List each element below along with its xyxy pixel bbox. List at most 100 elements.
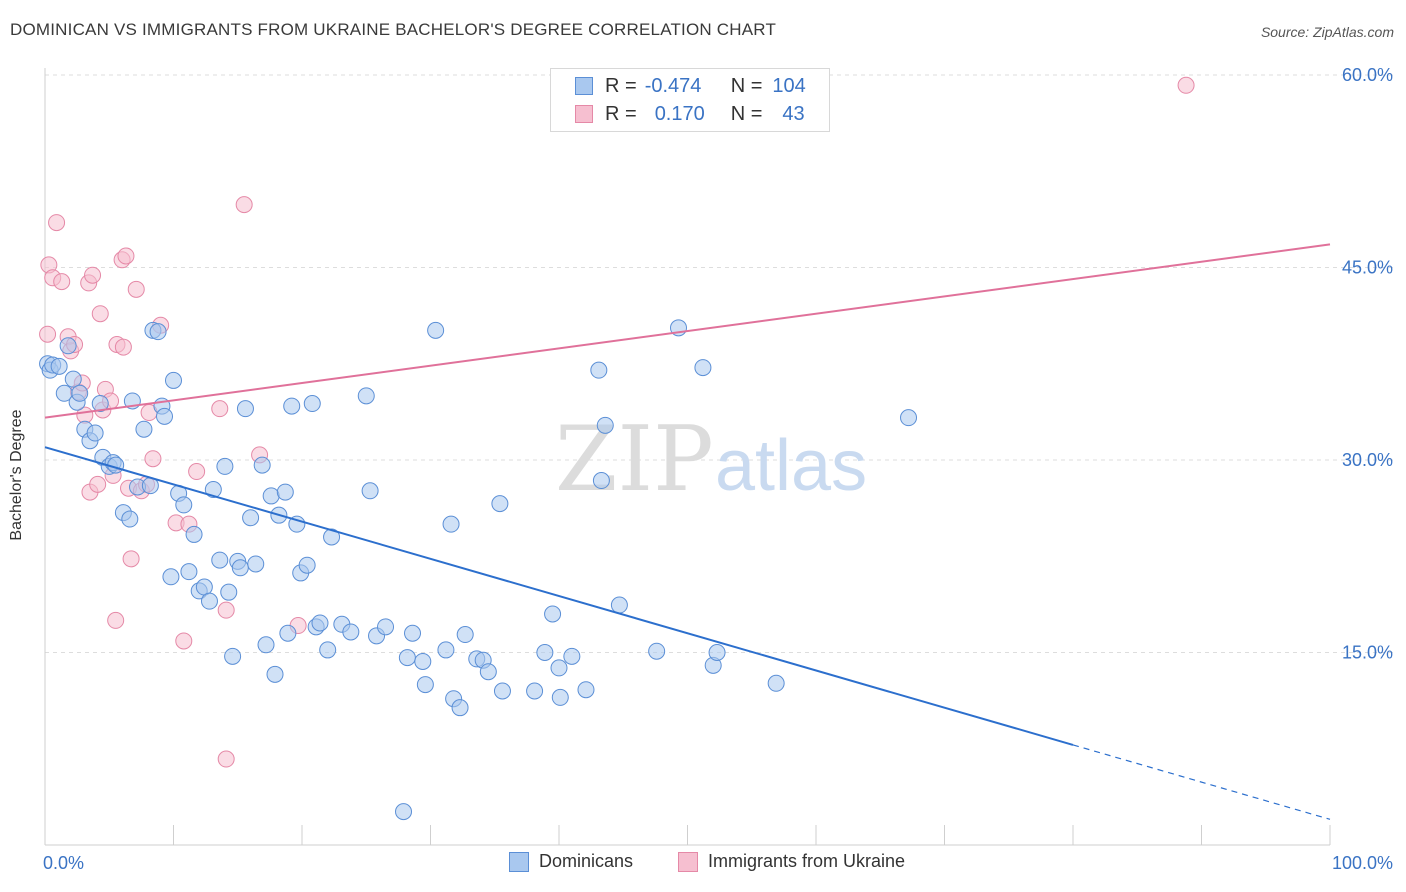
ukraine-point: [235, 196, 253, 214]
bottom-legend-swatch-pink: [678, 851, 698, 872]
ukraine-point: [188, 463, 206, 481]
legend-r-label: R =: [605, 102, 637, 125]
dominican-point: [204, 481, 222, 499]
bottom-legend-label: Dominicans: [539, 851, 634, 871]
dominican-point: [563, 647, 581, 665]
dominican-point: [231, 559, 249, 577]
x-tick-label: 100.0%: [1332, 853, 1393, 873]
ukraine-point: [53, 273, 71, 291]
dominican-point: [279, 624, 297, 642]
dominican-point: [456, 626, 474, 644]
watermark: ZIP atlas: [555, 407, 867, 512]
dominican-point: [416, 676, 434, 694]
dominican-point: [551, 688, 569, 706]
dominican-point: [91, 395, 109, 413]
legend-n-value: 43: [782, 102, 805, 125]
ukraine-point: [122, 550, 140, 568]
legend-r-label: R =: [605, 74, 637, 97]
dominican-point: [59, 337, 77, 355]
dominican-points: [39, 319, 918, 821]
dominican-point: [596, 416, 614, 434]
ukraine-point: [84, 266, 102, 284]
ukraine-point: [48, 214, 66, 232]
dominican-point: [266, 665, 284, 683]
bottom-legend-dominicans: Dominicans: [509, 851, 633, 872]
dominican-point: [262, 487, 280, 505]
dominican-point: [395, 803, 413, 821]
dominican-point: [493, 682, 511, 700]
dominican-point: [156, 407, 174, 425]
dominican-point: [361, 482, 379, 500]
dominican-point: [224, 647, 242, 665]
y-tick-label: 30.0%: [1342, 450, 1393, 470]
dominican-point: [86, 424, 104, 442]
legend-r-value: -0.474: [644, 74, 702, 97]
dominican-point: [414, 652, 432, 670]
dominican-point: [236, 400, 254, 418]
dominican-point: [708, 644, 726, 661]
ukraine-point: [127, 280, 145, 298]
dominican-point: [50, 357, 68, 375]
dominican-point: [590, 361, 608, 379]
dominican-point: [694, 359, 712, 377]
bottom-legend-swatch-blue: [509, 851, 529, 872]
ukraine-point: [114, 338, 132, 356]
dominican-point: [64, 370, 82, 388]
tick-labels: 15.0% 30.0% 45.0% 60.0% 0.0% 100.0%: [43, 65, 1393, 873]
dominican-point: [544, 605, 562, 623]
ukraine-point: [117, 247, 135, 265]
dominican-point: [298, 556, 316, 574]
bottom-legend-ukraine: Immigrants from Ukraine: [678, 851, 905, 872]
dominican-point: [71, 384, 89, 402]
dominican-point: [550, 659, 568, 677]
y-axis-label: Bachelor's Degree: [8, 409, 25, 541]
dominican-point: [216, 457, 234, 475]
dominican-point: [211, 551, 229, 569]
dominican-point: [162, 568, 180, 586]
dominican-point: [323, 528, 341, 546]
dominican-point: [610, 596, 628, 614]
dominican-point: [276, 483, 294, 501]
bottom-legend-label: Immigrants from Ukraine: [708, 851, 906, 871]
dominican-point: [195, 578, 213, 596]
dominican-point: [592, 472, 610, 490]
dominican-point: [404, 624, 422, 642]
dominican-point: [437, 641, 455, 659]
dominican-point: [648, 642, 666, 660]
x-tick-label: 0.0%: [43, 853, 84, 873]
legend-n-label: N =: [730, 102, 763, 125]
dominican-point: [900, 409, 918, 427]
dominican-point: [175, 496, 193, 514]
ukraine-point: [91, 305, 109, 323]
dominican-point: [357, 387, 375, 405]
dominican-point: [257, 636, 275, 654]
y-tick-label: 15.0%: [1342, 643, 1393, 663]
dominican-point: [442, 515, 460, 533]
dominican-point: [303, 395, 321, 413]
dominican-point: [377, 618, 395, 636]
dominican-point: [451, 699, 469, 717]
dominican-point: [283, 397, 301, 415]
dominican-point: [220, 583, 238, 601]
legend-n-value: 104: [772, 74, 806, 97]
watermark-atlas: atlas: [715, 426, 867, 506]
dominican-point: [319, 641, 337, 659]
y-tick-label: 45.0%: [1342, 258, 1393, 278]
source-label: Source: ZipAtlas.com: [1260, 24, 1394, 40]
ukraine-point: [217, 601, 235, 619]
stats-legend: R = -0.474 N = 104 R = 0.170 N = 43: [550, 68, 830, 132]
dominican-point: [247, 555, 265, 573]
axes: [44, 68, 1331, 846]
dominican-point: [253, 456, 271, 474]
ukraine-point: [211, 400, 229, 418]
dominican-point: [398, 649, 416, 667]
dominican-point: [200, 592, 218, 610]
dominican-point: [135, 420, 153, 438]
ukraine-point: [39, 325, 57, 343]
dominican-point: [121, 510, 139, 528]
dominican-point: [427, 321, 445, 339]
ukraine-point: [107, 611, 125, 629]
dominican-point: [491, 495, 509, 513]
ukraine-trend-line: [44, 243, 1331, 419]
watermark-zip: ZIP: [555, 407, 714, 512]
